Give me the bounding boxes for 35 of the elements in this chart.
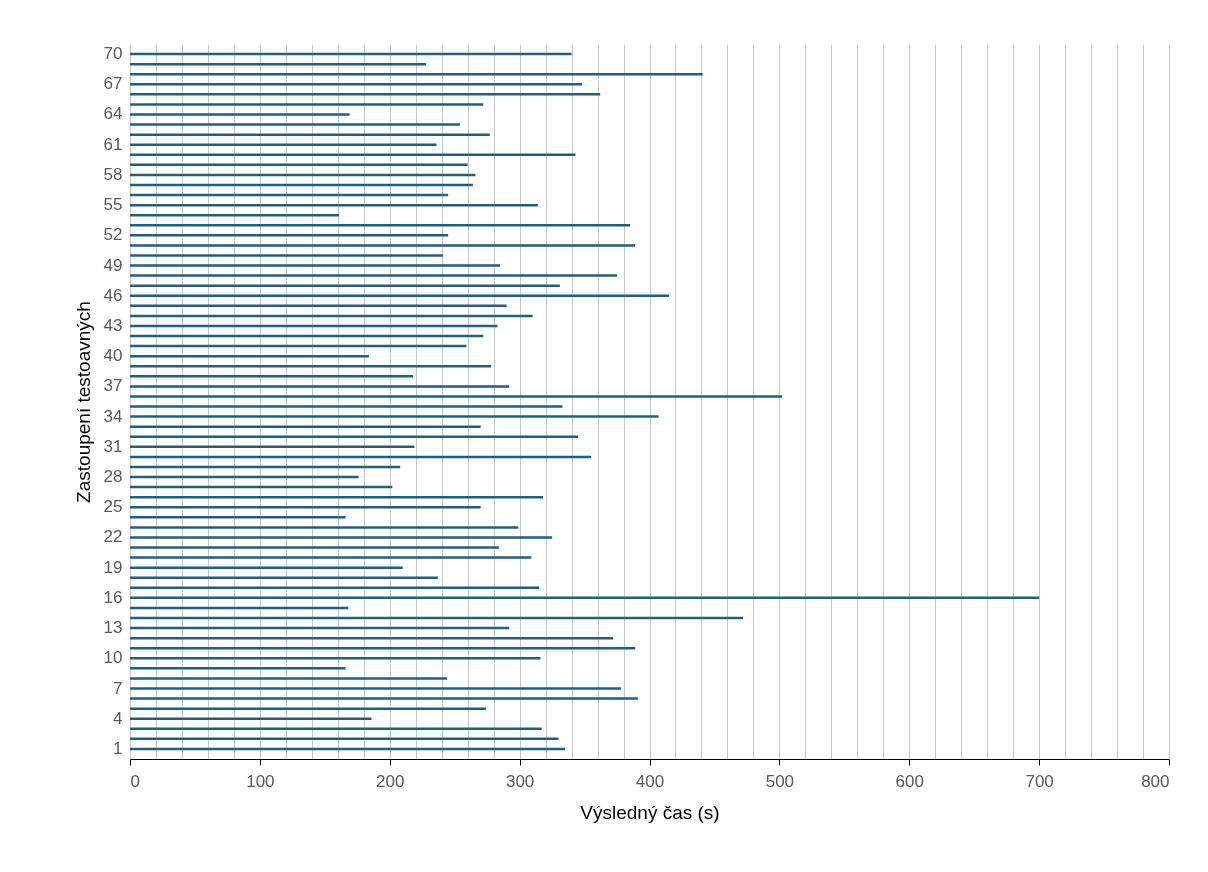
y-tick-label: 10 [103,648,123,668]
y-tick-label: 4 [113,708,123,728]
y-tick-label: 1 [113,738,123,758]
y-tick-label: 61 [103,134,123,154]
x-tick-label: 300 [505,771,535,791]
y-axis-title: Zastoupení testoavných [72,301,94,503]
y-tick-label: 13 [103,618,123,638]
y-tick-label: 43 [103,315,123,335]
x-tick-label: 0 [130,771,140,791]
x-tick-label: 400 [635,771,665,791]
y-tick-label: 67 [103,74,123,94]
x-tick-label: 100 [246,771,275,791]
y-tick-label: 25 [103,497,123,517]
x-tick-label: 200 [376,771,405,791]
y-tick-label: 49 [103,255,123,275]
y-tick-label: 16 [103,587,123,607]
y-tick-label: 70 [103,44,123,64]
y-tick-label: 31 [103,436,123,456]
x-tick-label: 800 [1141,771,1170,791]
y-tick-label: 34 [103,406,123,426]
y-tick-label: 52 [103,225,123,245]
x-tick-label: 500 [765,771,795,791]
y-tick-label: 28 [103,467,123,487]
y-tick-label: 64 [103,104,123,124]
y-tick-label: 7 [113,678,123,698]
y-tick-label: 58 [103,164,123,184]
x-tick-label: 700 [1025,771,1054,791]
y-tick-label: 37 [103,376,123,396]
y-tick-label: 19 [103,557,123,577]
x-tick-label: 600 [895,771,924,791]
x-axis-title: Výsledný čas (s) [580,801,720,823]
y-tick-label: 22 [103,527,123,547]
y-tick-label: 40 [103,346,123,366]
y-tick-label: 55 [103,195,123,215]
y-tick-label: 46 [103,285,123,305]
